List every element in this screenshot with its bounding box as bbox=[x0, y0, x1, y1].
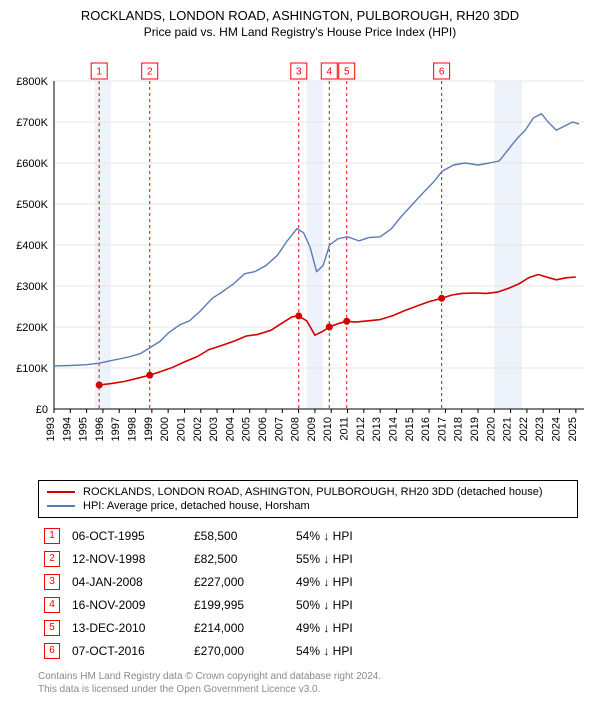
sale-date: 13-DEC-2010 bbox=[66, 616, 188, 639]
svg-text:2017: 2017 bbox=[436, 417, 448, 441]
sale-marker: 2 bbox=[38, 547, 66, 570]
sale-date: 16-NOV-2009 bbox=[66, 593, 188, 616]
sale-price: £199,995 bbox=[188, 593, 290, 616]
sale-row: 106-OCT-1995£58,50054% ↓ HPI bbox=[38, 524, 359, 547]
svg-text:2005: 2005 bbox=[241, 417, 253, 441]
svg-text:2021: 2021 bbox=[502, 417, 514, 441]
sale-row: 607-OCT-2016£270,00054% ↓ HPI bbox=[38, 639, 359, 662]
svg-text:2001: 2001 bbox=[175, 417, 187, 441]
svg-text:2013: 2013 bbox=[371, 417, 383, 441]
svg-text:2025: 2025 bbox=[567, 417, 579, 441]
svg-text:£0: £0 bbox=[36, 404, 48, 416]
sale-price: £82,500 bbox=[188, 547, 290, 570]
chart-container: { "titles": { "main": "ROCKLANDS, LONDON… bbox=[0, 0, 600, 704]
sale-pct: 55% ↓ HPI bbox=[290, 547, 359, 570]
legend-item: ROCKLANDS, LONDON ROAD, ASHINGTON, PULBO… bbox=[47, 485, 569, 499]
legend-box: ROCKLANDS, LONDON ROAD, ASHINGTON, PULBO… bbox=[38, 480, 578, 518]
sale-row: 212-NOV-1998£82,50055% ↓ HPI bbox=[38, 547, 359, 570]
svg-text:2023: 2023 bbox=[534, 417, 546, 441]
sale-marker: 1 bbox=[38, 524, 66, 547]
svg-text:2003: 2003 bbox=[208, 417, 220, 441]
sale-price: £214,000 bbox=[188, 616, 290, 639]
svg-text:1: 1 bbox=[96, 67, 102, 78]
svg-text:1999: 1999 bbox=[143, 417, 155, 441]
svg-text:1994: 1994 bbox=[61, 417, 73, 441]
svg-text:2018: 2018 bbox=[453, 417, 465, 441]
sale-row: 416-NOV-2009£199,99550% ↓ HPI bbox=[38, 593, 359, 616]
svg-text:£300K: £300K bbox=[16, 281, 48, 293]
svg-text:£100K: £100K bbox=[16, 363, 48, 375]
svg-text:1995: 1995 bbox=[78, 417, 90, 441]
svg-text:6: 6 bbox=[439, 67, 445, 78]
svg-text:£200K: £200K bbox=[16, 322, 48, 334]
svg-text:2012: 2012 bbox=[355, 417, 367, 441]
sale-marker: 6 bbox=[38, 639, 66, 662]
svg-text:£700K: £700K bbox=[16, 117, 48, 129]
sale-date: 06-OCT-1995 bbox=[66, 524, 188, 547]
chart-svg: £0 £100K £200K £300K £400K £500K £600K £700K £80… bbox=[0, 39, 600, 469]
chart-plot: £0 £100K £200K £300K £400K £500K £600K £700K £80… bbox=[0, 39, 600, 474]
svg-text:2009: 2009 bbox=[306, 417, 318, 441]
sale-row: 513-DEC-2010£214,00049% ↓ HPI bbox=[38, 616, 359, 639]
legend-label: ROCKLANDS, LONDON ROAD, ASHINGTON, PULBO… bbox=[83, 486, 543, 498]
sale-date: 07-OCT-2016 bbox=[66, 639, 188, 662]
sale-price: £58,500 bbox=[188, 524, 290, 547]
chart-titles: ROCKLANDS, LONDON ROAD, ASHINGTON, PULBO… bbox=[0, 0, 600, 39]
sale-date: 04-JAN-2008 bbox=[66, 570, 188, 593]
sale-marker: 3 bbox=[38, 570, 66, 593]
svg-text:2002: 2002 bbox=[192, 417, 204, 441]
title-main: ROCKLANDS, LONDON ROAD, ASHINGTON, PULBO… bbox=[0, 8, 600, 23]
legend-swatch bbox=[47, 491, 75, 493]
svg-text:1993: 1993 bbox=[45, 417, 57, 441]
svg-text:1997: 1997 bbox=[110, 417, 122, 441]
sale-pct: 54% ↓ HPI bbox=[290, 524, 359, 547]
svg-text:£400K: £400K bbox=[16, 240, 48, 252]
svg-text:2007: 2007 bbox=[273, 417, 285, 441]
svg-text:2006: 2006 bbox=[257, 417, 269, 441]
svg-text:£500K: £500K bbox=[16, 199, 48, 211]
sale-pct: 50% ↓ HPI bbox=[290, 593, 359, 616]
svg-text:2008: 2008 bbox=[290, 417, 302, 441]
svg-text:2014: 2014 bbox=[387, 417, 399, 441]
svg-text:3: 3 bbox=[296, 67, 302, 78]
svg-text:2016: 2016 bbox=[420, 417, 432, 441]
svg-text:2020: 2020 bbox=[485, 417, 497, 441]
svg-text:2010: 2010 bbox=[322, 417, 334, 441]
sale-price: £270,000 bbox=[188, 639, 290, 662]
svg-text:2000: 2000 bbox=[159, 417, 171, 441]
svg-text:4: 4 bbox=[326, 67, 332, 78]
title-sub: Price paid vs. HM Land Registry's House … bbox=[0, 25, 600, 39]
sale-price: £227,000 bbox=[188, 570, 290, 593]
svg-text:2022: 2022 bbox=[518, 417, 530, 441]
sale-marker: 5 bbox=[38, 616, 66, 639]
sale-date: 12-NOV-1998 bbox=[66, 547, 188, 570]
svg-text:£600K: £600K bbox=[16, 158, 48, 170]
svg-text:5: 5 bbox=[344, 67, 350, 78]
svg-text:2: 2 bbox=[147, 67, 153, 78]
svg-text:2024: 2024 bbox=[551, 417, 563, 441]
legend-item: HPI: Average price, detached house, Hors… bbox=[47, 499, 569, 513]
legend-swatch bbox=[47, 505, 75, 507]
legend-label: HPI: Average price, detached house, Hors… bbox=[83, 500, 310, 512]
svg-text:2004: 2004 bbox=[224, 417, 236, 441]
svg-text:2015: 2015 bbox=[404, 417, 416, 441]
sale-marker: 4 bbox=[38, 593, 66, 616]
svg-text:1998: 1998 bbox=[127, 417, 139, 441]
footer-line-2: This data is licensed under the Open Gov… bbox=[38, 683, 578, 696]
sale-pct: 54% ↓ HPI bbox=[290, 639, 359, 662]
svg-text:2019: 2019 bbox=[469, 417, 481, 441]
footer-line-1: Contains HM Land Registry data © Crown c… bbox=[38, 670, 578, 683]
sales-table: 106-OCT-1995£58,50054% ↓ HPI212-NOV-1998… bbox=[38, 524, 359, 662]
sale-pct: 49% ↓ HPI bbox=[290, 616, 359, 639]
footer-attribution: Contains HM Land Registry data © Crown c… bbox=[38, 670, 578, 704]
sale-pct: 49% ↓ HPI bbox=[290, 570, 359, 593]
sale-row: 304-JAN-2008£227,00049% ↓ HPI bbox=[38, 570, 359, 593]
svg-text:2011: 2011 bbox=[339, 417, 351, 441]
svg-text:1996: 1996 bbox=[94, 417, 106, 441]
svg-text:£800K: £800K bbox=[16, 76, 48, 88]
